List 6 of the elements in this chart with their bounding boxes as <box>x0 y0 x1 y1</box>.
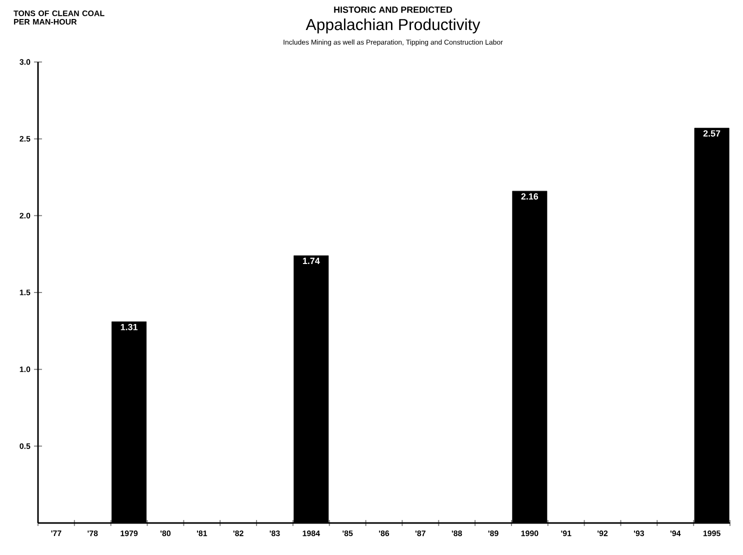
data-label: 2.16 <box>521 193 538 200</box>
data-label: 1.31 <box>120 324 138 330</box>
data-label: 2.57 <box>703 130 720 137</box>
chart-title: Appalachian Productivity <box>306 18 480 34</box>
text: HISTORIC AND PREDICTED <box>334 6 452 13</box>
data-label: 1.74 <box>303 258 320 264</box>
